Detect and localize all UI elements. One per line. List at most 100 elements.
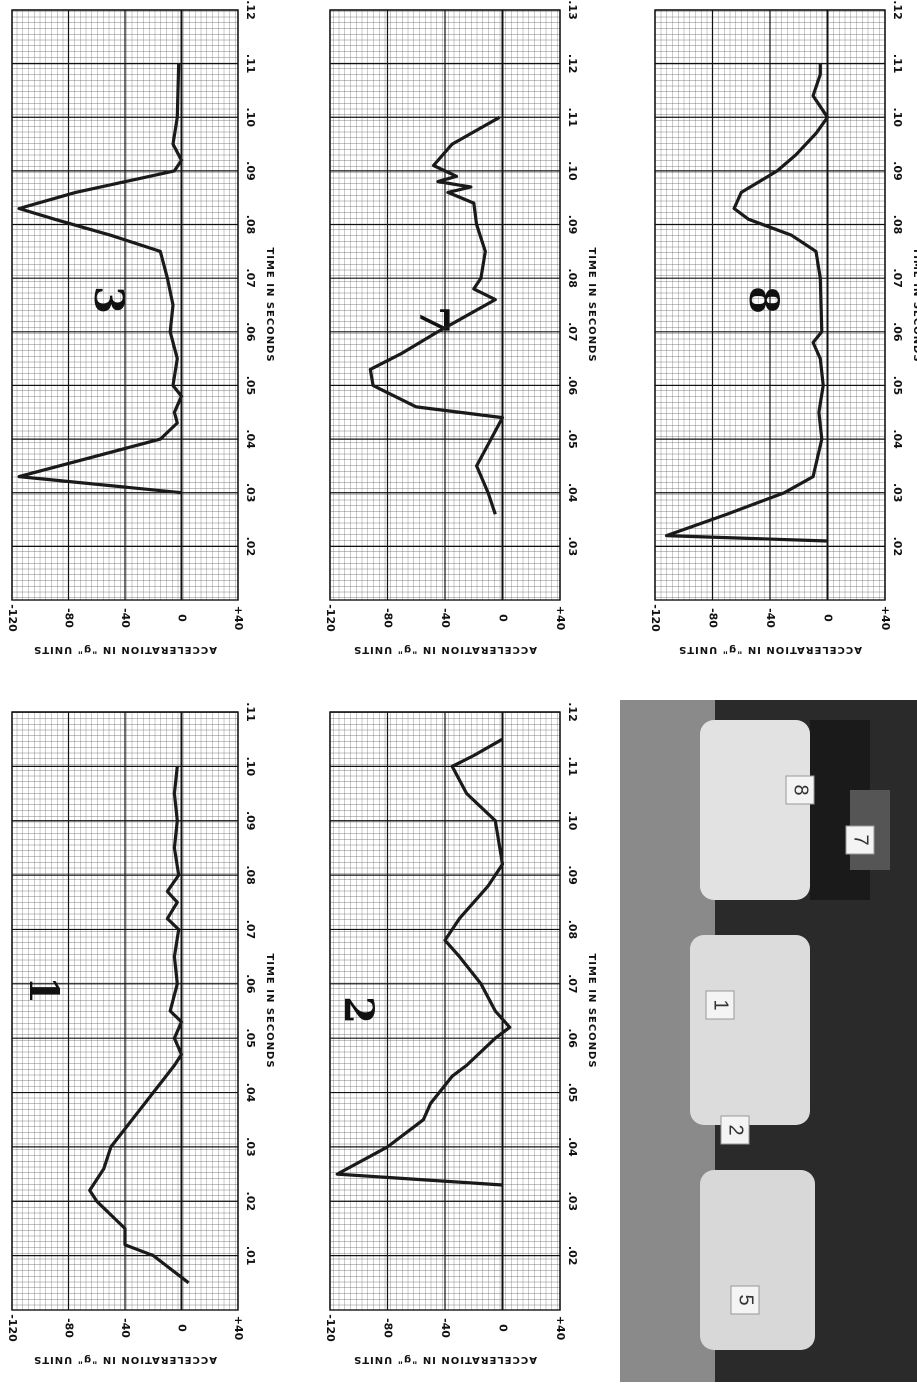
x-tick-label: .12 [244,0,257,20]
x-tick-label: .12 [891,0,904,20]
photo-label: 8 [790,784,812,795]
x-tick-label: .02 [244,537,257,557]
x-tick-label: .09 [244,811,257,831]
x-tick-label: .05 [891,376,904,396]
x-tick-label: .04 [244,429,257,449]
photo: 8 7 1 2 5 [620,700,917,1382]
x-axis-title: TIME IN SECONDS [264,247,275,362]
y-tick-label: -120 [324,604,337,632]
y-tick-label: -40 [119,608,132,628]
y-tick-label: 0 [176,1324,189,1332]
photo-label: 7 [850,834,872,845]
y-tick-label: -80 [63,1318,76,1338]
x-tick-label: .03 [244,483,257,503]
y-tick-label: +40 [554,606,567,631]
x-axis-title: TIME IN SECONDS [264,953,275,1068]
y-tick-label: -40 [439,1318,452,1338]
x-tick-label: .09 [566,215,579,235]
y-tick-label: 0 [176,614,189,622]
x-tick-label: .13 [566,0,579,20]
x-tick-label: .06 [891,322,904,342]
chart-number: 1 [20,976,67,1004]
photo-label: 2 [725,1124,747,1135]
y-tick-label: -80 [382,1318,395,1338]
x-tick-label: .07 [891,268,904,288]
x-tick-label: .10 [891,108,904,128]
x-tick-label: .07 [566,322,579,342]
y-tick-label: -120 [649,604,662,632]
x-axis-title: TIME IN SECONDS [586,953,597,1068]
x-tick-label: .06 [566,376,579,396]
y-tick-label: +40 [232,1316,245,1341]
x-tick-label: .05 [244,1028,257,1048]
x-tick-label: .03 [244,1137,257,1157]
x-tick-label: .02 [244,1192,257,1212]
x-tick-label: .06 [244,974,257,994]
y-tick-label: +40 [232,606,245,631]
y-tick-label: -80 [382,608,395,628]
x-tick-label: .11 [891,54,904,74]
photo-label: 5 [735,1294,757,1305]
y-tick-label: -120 [324,1314,337,1342]
x-tick-label: .03 [566,1192,579,1212]
x-tick-label: .12 [566,54,579,74]
chart-number: 3 [85,286,132,314]
x-tick-label: .10 [244,757,257,777]
x-tick-label: .08 [566,268,579,288]
x-tick-label: .09 [244,161,257,181]
y-tick-label: 0 [822,614,835,622]
x-tick-label: .01 [244,1246,257,1266]
page: 8 7 1 2 5 -120 -80 -40 0 +40 .02 .03 .04 .05 .06 .07 .0… [0,0,917,1382]
x-tick-label: .11 [244,54,257,74]
x-tick-label: .05 [566,429,579,449]
y-tick-label: -80 [63,608,76,628]
x-tick-label: .05 [244,376,257,396]
y-tick-label: -40 [119,1318,132,1338]
chart-number: 2 [335,996,382,1024]
x-tick-label: .04 [566,1137,579,1157]
x-tick-label: .09 [566,865,579,885]
photo-label: 1 [710,999,732,1010]
y-tick-label: -80 [707,608,720,628]
y-tick-label: -120 [6,604,19,632]
y-tick-label: -40 [764,608,777,628]
x-tick-label: .08 [891,215,904,235]
y-tick-label: -40 [439,608,452,628]
x-tick-label: .11 [566,108,579,128]
x-tick-label: .04 [566,483,579,503]
x-tick-label: .07 [566,974,579,994]
y-axis-title: ACCELERATION IN "g" UNITS [33,644,217,655]
y-tick-label: +40 [879,606,892,631]
chart: -120-80-400+40.02.03.04.05.06.07.08.09.1… [649,0,917,655]
x-tick-label: .10 [566,161,579,181]
x-tick-label: .10 [244,108,257,128]
x-tick-label: .03 [891,483,904,503]
y-axis-title: ACCELERATION IN "g" UNITS [353,644,537,655]
x-tick-label: .02 [566,1246,579,1266]
x-tick-label: .11 [566,757,579,777]
x-tick-label: .11 [244,702,257,722]
x-tick-label: .08 [244,215,257,235]
x-tick-label: .09 [891,161,904,181]
x-tick-label: .07 [244,920,257,940]
chart-number: 7 [410,306,457,334]
x-axis-title: TIME IN SECONDS [911,247,917,362]
x-tick-label: .07 [244,268,257,288]
chart-number: 8 [740,286,787,314]
y-axis-title: ACCELERATION IN "g" UNITS [678,644,862,655]
x-tick-label: .02 [891,537,904,557]
chart: -120 -80 -40 0 +40 .02 .03 .04 .05 .06 .07 .08 .09 .1… [6,0,275,655]
x-axis-title: TIME IN SECONDS [586,247,597,362]
x-tick-label: .04 [244,1083,257,1103]
y-tick-label: +40 [554,1316,567,1341]
x-tick-label: .06 [244,322,257,342]
x-tick-label: .05 [566,1083,579,1103]
x-tick-label: .03 [566,537,579,557]
y-tick-label: -120 [6,1314,19,1342]
x-tick-label: .06 [566,1028,579,1048]
y-axis-title: ACCELERATION IN "g" UNITS [33,1354,217,1365]
y-axis-title: ACCELERATION IN "g" UNITS [353,1354,537,1365]
